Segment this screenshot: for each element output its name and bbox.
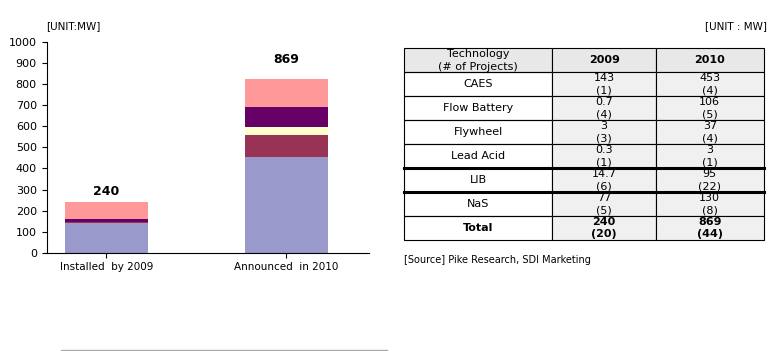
Bar — [245, 135, 328, 157]
Text: [Source] Pike Research, SDI Marketing: [Source] Pike Research, SDI Marketing — [404, 255, 591, 265]
Bar — [245, 79, 328, 107]
Bar — [404, 192, 553, 216]
Bar — [656, 72, 763, 97]
Text: 0.7
(4): 0.7 (4) — [595, 97, 613, 120]
Text: 3
(1): 3 (1) — [702, 145, 718, 167]
Text: 2009: 2009 — [589, 55, 619, 65]
Bar — [553, 48, 656, 72]
Text: 0.3
(1): 0.3 (1) — [595, 145, 613, 167]
Text: Total: Total — [463, 223, 494, 233]
Bar — [65, 223, 148, 253]
Bar — [656, 96, 763, 120]
Legend: CAES, Flow Battery, Flywheel, Lead Acid, LIB, NaS: CAES, Flow Battery, Flywheel, Lead Acid,… — [60, 350, 388, 351]
Bar — [404, 120, 553, 144]
Bar — [656, 120, 763, 144]
Text: 869: 869 — [274, 53, 299, 66]
Text: 240: 240 — [93, 185, 119, 198]
Bar — [245, 157, 328, 253]
Text: [UNIT:MW]: [UNIT:MW] — [46, 22, 101, 32]
Text: LIB: LIB — [470, 175, 487, 185]
Bar — [656, 192, 763, 216]
Bar — [656, 168, 763, 192]
Text: Lead Acid: Lead Acid — [451, 151, 505, 161]
Bar — [656, 216, 763, 240]
Bar — [553, 216, 656, 240]
Bar — [553, 216, 656, 240]
Text: Technology
(# of Projects): Technology (# of Projects) — [438, 49, 518, 72]
Text: 106
(5): 106 (5) — [699, 97, 720, 120]
Bar — [65, 222, 148, 223]
Bar — [553, 120, 656, 144]
Bar — [553, 168, 656, 192]
Text: 143
(1): 143 (1) — [594, 73, 615, 95]
Bar — [553, 96, 656, 120]
Text: Flow Battery: Flow Battery — [443, 103, 513, 113]
Bar — [553, 192, 656, 216]
Text: Flywheel: Flywheel — [453, 127, 503, 137]
Bar — [656, 216, 763, 240]
Text: 95
(22): 95 (22) — [698, 169, 722, 191]
Bar — [553, 144, 656, 168]
Bar — [404, 216, 553, 240]
Text: 130
(8): 130 (8) — [699, 193, 720, 216]
Text: 77
(5): 77 (5) — [596, 193, 612, 216]
Bar — [656, 72, 763, 97]
Bar — [404, 144, 553, 168]
Bar — [553, 48, 656, 72]
Text: 869
(44): 869 (44) — [697, 217, 723, 239]
Bar — [553, 96, 656, 120]
Text: CAES: CAES — [463, 79, 493, 90]
Bar — [656, 144, 763, 168]
Bar — [656, 48, 763, 72]
Text: 3
(3): 3 (3) — [596, 121, 612, 144]
Text: 2010: 2010 — [694, 55, 725, 65]
Bar — [404, 96, 553, 120]
Bar — [553, 168, 656, 192]
Bar — [553, 72, 656, 97]
Bar — [65, 203, 148, 219]
Bar — [245, 127, 328, 135]
Bar — [656, 144, 763, 168]
Text: 240
(20): 240 (20) — [591, 217, 617, 239]
Bar — [404, 72, 553, 97]
Bar — [404, 168, 553, 192]
Bar — [553, 72, 656, 97]
Bar — [656, 96, 763, 120]
Text: [UNIT : MW]: [UNIT : MW] — [705, 22, 767, 32]
Bar — [553, 120, 656, 144]
Text: 37
(4): 37 (4) — [702, 121, 718, 144]
Text: NaS: NaS — [467, 199, 489, 209]
Bar — [656, 120, 763, 144]
Bar — [553, 192, 656, 216]
Bar — [245, 107, 328, 127]
Bar — [656, 168, 763, 192]
Bar — [656, 192, 763, 216]
Bar — [553, 144, 656, 168]
Text: 453
(4): 453 (4) — [699, 73, 720, 95]
Bar — [404, 48, 553, 72]
Bar — [65, 219, 148, 222]
Bar — [404, 48, 553, 72]
Bar — [656, 48, 763, 72]
Text: 14.7
(6): 14.7 (6) — [591, 169, 617, 191]
